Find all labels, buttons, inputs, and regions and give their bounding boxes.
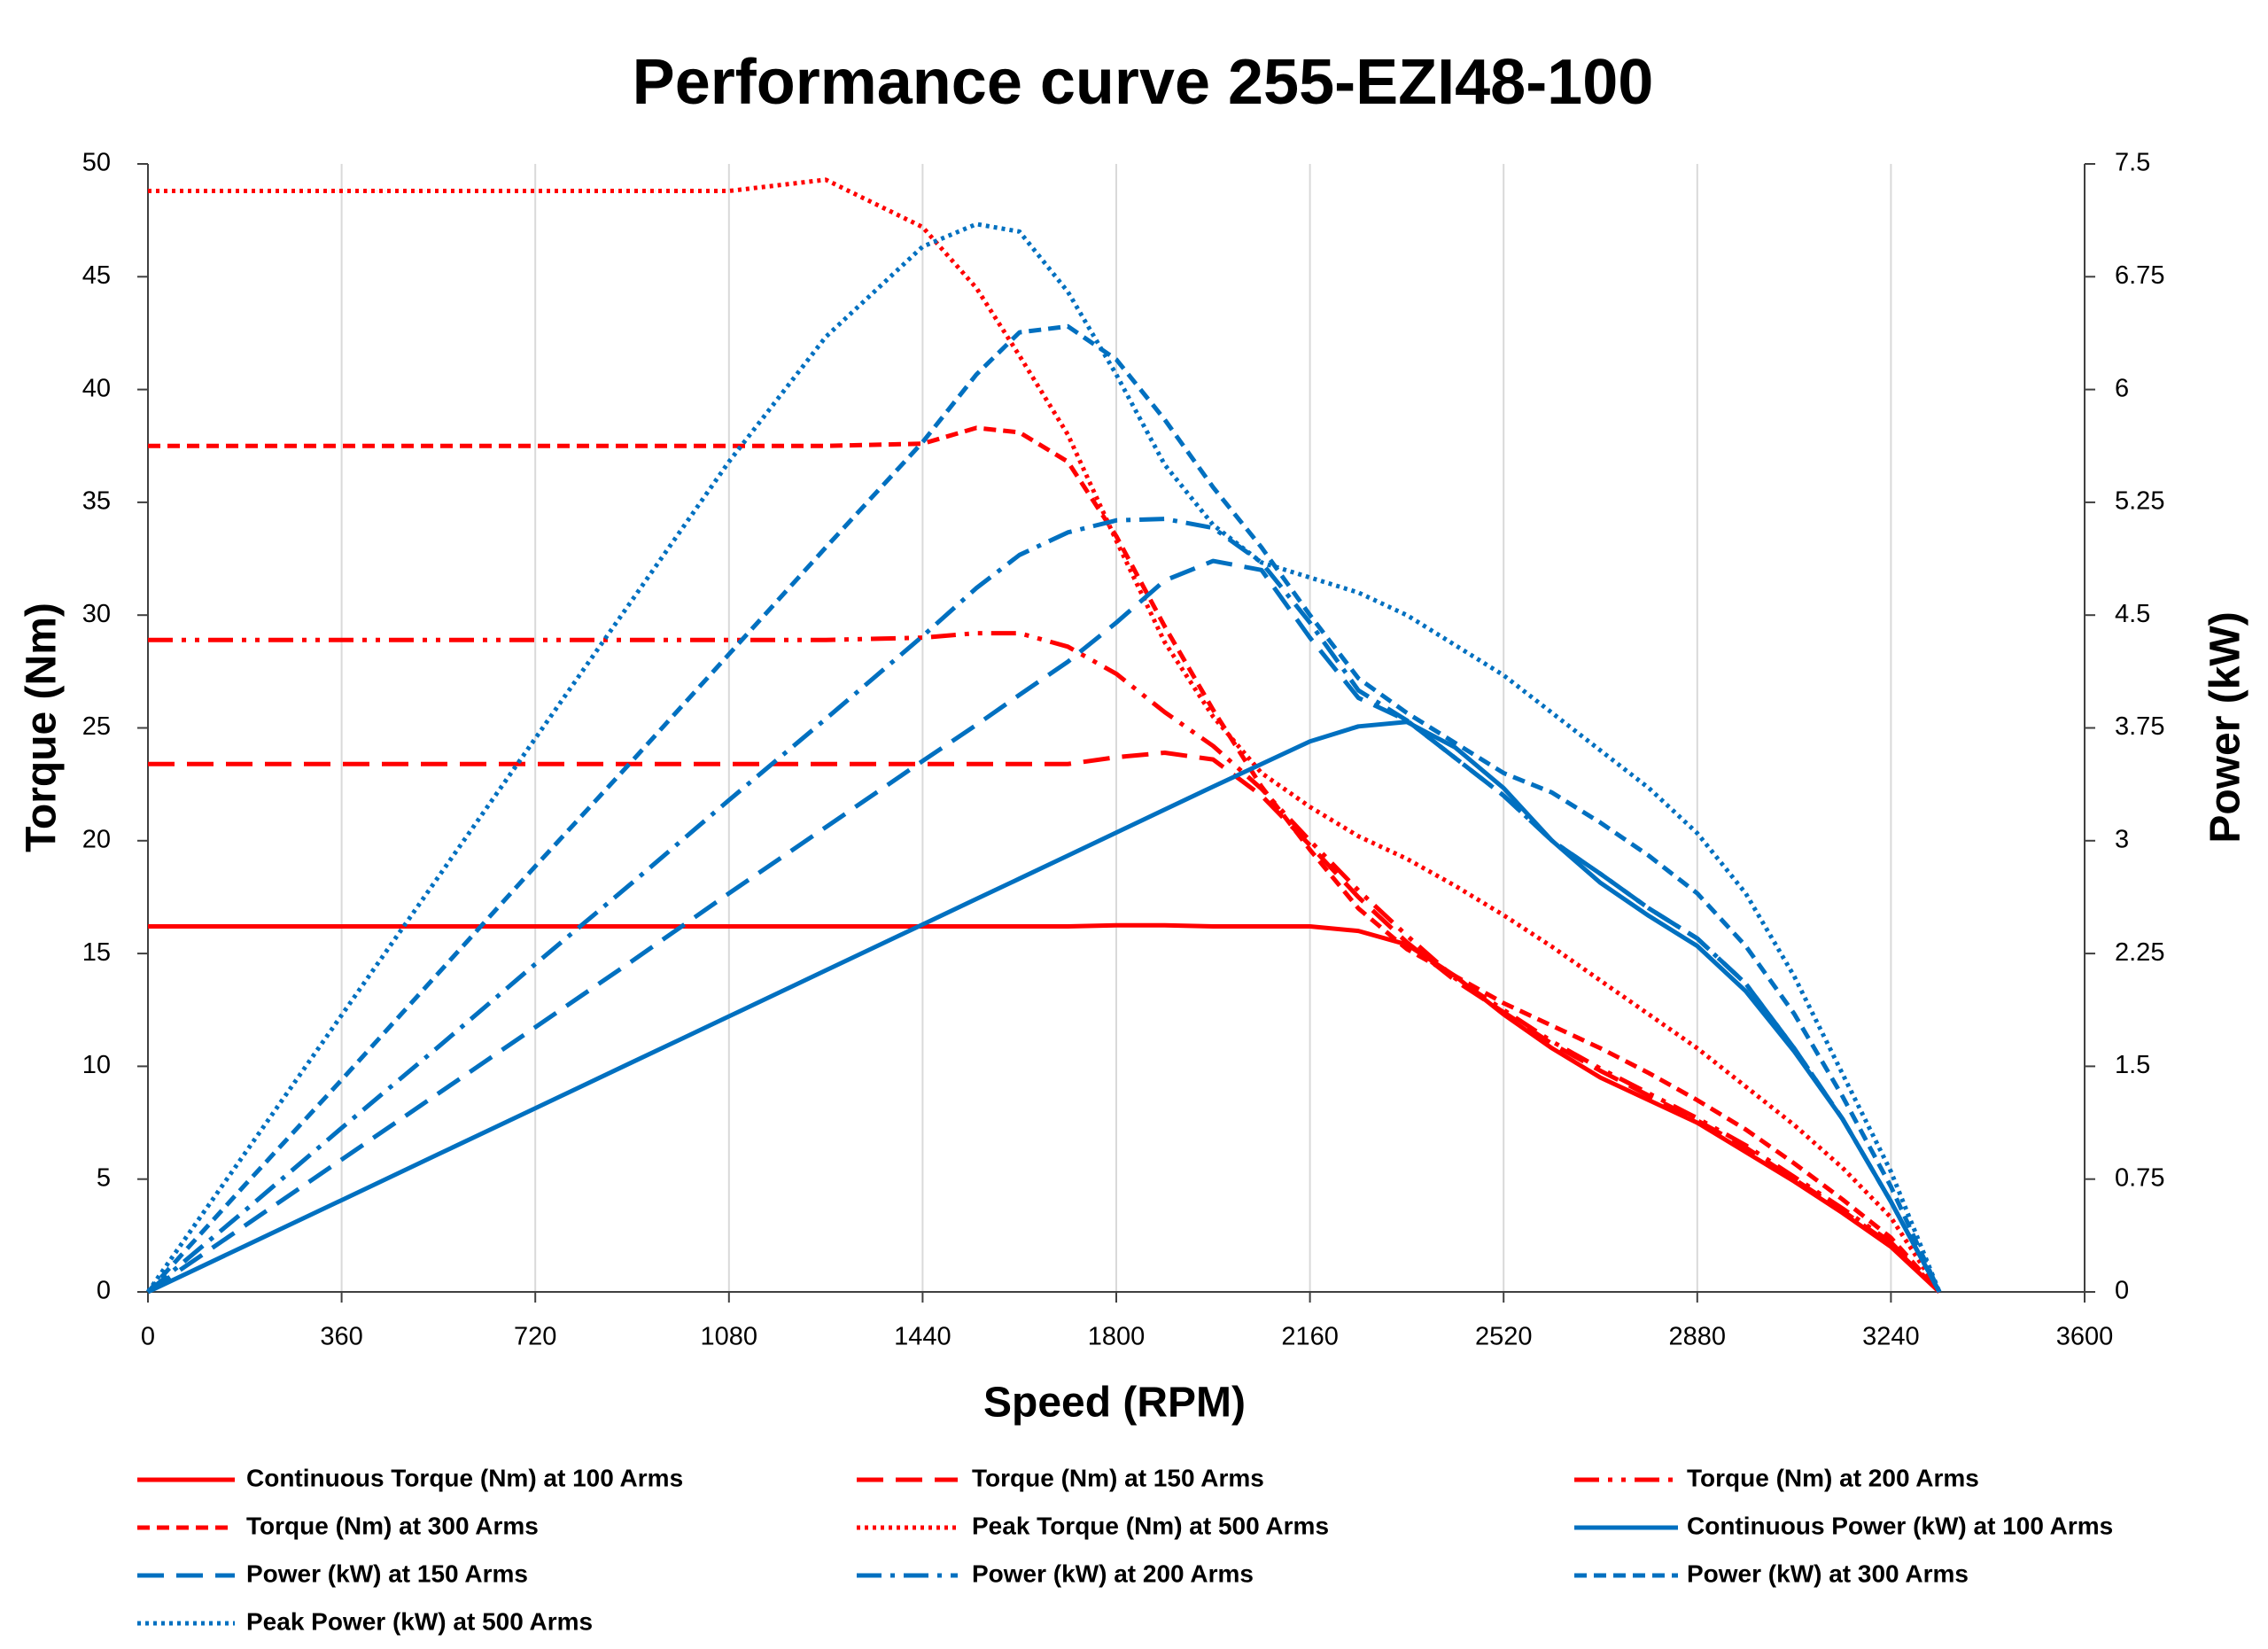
series-line xyxy=(146,517,1942,1294)
legend-label: Power (kW) at 300 Arms xyxy=(1687,1560,1969,1587)
y-tick-label: 30 xyxy=(82,600,111,628)
series-line xyxy=(146,719,1942,1295)
y-tick-label: 20 xyxy=(82,825,111,853)
x-tick-label: 1080 xyxy=(701,1323,758,1351)
y-tick-label: 15 xyxy=(82,938,111,967)
y-tick-label: 50 xyxy=(82,149,111,177)
y2-tick-label: 7.5 xyxy=(2115,149,2150,177)
y2-tick-label: 3 xyxy=(2115,825,2129,853)
legend-label: Torque (Nm) at 200 Arms xyxy=(1687,1464,1979,1491)
y2-tick-label: 1.5 xyxy=(2115,1051,2150,1079)
y-tick-label: 5 xyxy=(97,1163,111,1192)
y2-tick-label: 2.25 xyxy=(2115,938,2164,967)
legend-label: Continuous Power (kW) at 100 Arms xyxy=(1687,1512,2113,1539)
legend-label: Continuous Torque (Nm) at 100 Arms xyxy=(246,1464,683,1491)
legend-label: Torque (Nm) at 150 Arms xyxy=(972,1464,1264,1491)
legend-label: Torque (Nm) at 300 Arms xyxy=(246,1512,539,1539)
series-line xyxy=(148,751,1941,1294)
x-tick-label: 3600 xyxy=(2056,1323,2114,1351)
x-tick-label: 3240 xyxy=(1862,1323,1920,1351)
x-tick-label: 360 xyxy=(320,1323,362,1351)
series-line xyxy=(146,323,1942,1294)
y-tick-label: 40 xyxy=(82,374,111,402)
x-tick-label: 1800 xyxy=(1088,1323,1146,1351)
chart-title: Performance curve 255-EZI48-100 xyxy=(633,47,1654,118)
y-tick-label: 35 xyxy=(82,487,111,516)
series-line xyxy=(148,425,1941,1294)
x-tick-label: 2160 xyxy=(1281,1323,1339,1351)
legend-label: Peak Power (kW) at 500 Arms xyxy=(246,1607,593,1635)
y2-tick-label: 5.25 xyxy=(2115,487,2164,516)
y-tick-label: 0 xyxy=(97,1277,111,1305)
y2-tick-label: 0 xyxy=(2115,1277,2129,1305)
y2-tick-label: 6.75 xyxy=(2115,261,2164,290)
series-line xyxy=(148,631,1941,1294)
y2-tick-label: 4.5 xyxy=(2115,600,2150,628)
x-tick-label: 1440 xyxy=(894,1323,951,1351)
y2-axis-title: Power (kW) xyxy=(2202,611,2249,843)
x-tick-label: 2520 xyxy=(1475,1323,1533,1351)
x-tick-label: 720 xyxy=(514,1323,556,1351)
x-tick-label: 0 xyxy=(141,1323,155,1351)
y2-tick-label: 6 xyxy=(2115,374,2129,402)
x-axis-title: Speed (RPM) xyxy=(983,1380,1246,1427)
legend-label: Peak Torque (Nm) at 500 Arms xyxy=(972,1512,1329,1539)
series-line xyxy=(148,177,1942,1294)
y2-tick-label: 3.75 xyxy=(2115,712,2164,741)
y-axis-title: Torque (Nm) xyxy=(19,603,66,852)
y-tick-label: 45 xyxy=(82,261,111,290)
y2-tick-label: 0.75 xyxy=(2115,1163,2164,1192)
legend-label: Power (kW) at 200 Arms xyxy=(972,1560,1254,1587)
y-tick-label: 25 xyxy=(82,712,111,741)
series-line xyxy=(145,222,1942,1294)
y-tick-label: 10 xyxy=(82,1051,111,1079)
series-line xyxy=(148,922,1941,1294)
x-tick-label: 2880 xyxy=(1669,1323,1727,1351)
legend-label: Power (kW) at 150 Arms xyxy=(246,1560,528,1587)
